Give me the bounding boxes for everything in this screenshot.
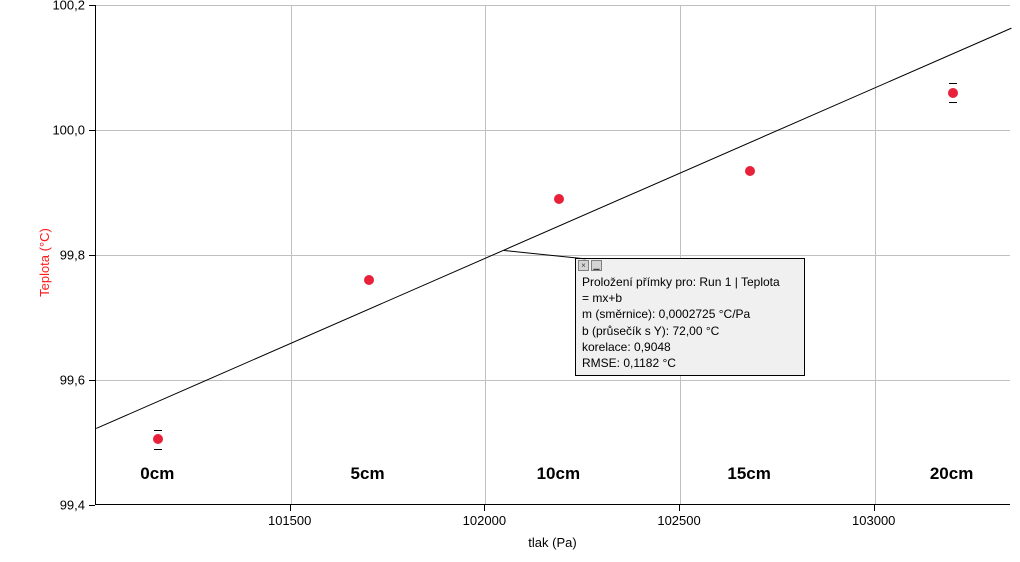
grid-line-horizontal: [96, 380, 1010, 381]
depth-annotation: 10cm: [537, 464, 580, 484]
minimize-icon[interactable]: ▁: [591, 260, 602, 271]
info-line: korelace: 0,9048: [582, 339, 798, 355]
error-bar-cap: [154, 449, 162, 450]
x-tick-label: 101500: [268, 513, 311, 528]
depth-annotation: 20cm: [930, 464, 973, 484]
x-tick: [484, 505, 485, 511]
y-tick: [89, 5, 95, 6]
error-bar-cap: [154, 430, 162, 431]
y-tick-label: 100,2: [45, 0, 85, 13]
chart-container: Teplota (°C) tlak (Pa) × ▁ Proložení pří…: [0, 0, 1020, 562]
info-line: Proložení přímky pro: Run 1 | Teplota: [582, 274, 798, 290]
info-box-body: Proložení přímky pro: Run 1 | Teplota = …: [576, 272, 804, 375]
data-point: [364, 275, 374, 285]
x-tick-label: 102500: [657, 513, 700, 528]
error-bar-cap: [949, 83, 957, 84]
info-line: = mx+b: [582, 290, 798, 306]
x-tick-label: 103000: [852, 513, 895, 528]
grid-line-horizontal: [96, 5, 1010, 6]
close-icon[interactable]: ×: [578, 260, 589, 271]
y-tick-label: 100,0: [45, 123, 85, 138]
x-tick: [679, 505, 680, 511]
y-tick: [89, 505, 95, 506]
depth-annotation: 5cm: [351, 464, 385, 484]
y-axis-label: Teplota (°C): [37, 228, 52, 297]
info-line: m (směrnice): 0,0002725 °C/Pa: [582, 306, 798, 322]
grid-line-horizontal: [96, 130, 1010, 131]
depth-annotation: 0cm: [140, 464, 174, 484]
x-axis-label: tlak (Pa): [528, 535, 576, 550]
x-tick: [874, 505, 875, 511]
data-point: [745, 166, 755, 176]
depth-annotation: 15cm: [727, 464, 770, 484]
y-tick: [89, 130, 95, 131]
info-line: RMSE: 0,1182 °C: [582, 355, 798, 371]
y-tick-label: 99,6: [45, 373, 85, 388]
y-tick-label: 99,4: [45, 498, 85, 513]
x-tick-label: 102000: [463, 513, 506, 528]
info-box-header: × ▁: [576, 259, 804, 272]
y-tick: [89, 255, 95, 256]
data-point: [153, 434, 163, 444]
y-tick: [89, 380, 95, 381]
error-bar-cap: [949, 102, 957, 103]
data-point: [554, 194, 564, 204]
data-point: [948, 88, 958, 98]
fit-info-box[interactable]: × ▁ Proložení přímky pro: Run 1 | Teplot…: [575, 258, 805, 376]
info-line: b (průsečík s Y): 72,00 °C: [582, 323, 798, 339]
x-tick: [290, 505, 291, 511]
y-tick-label: 99,8: [45, 248, 85, 263]
